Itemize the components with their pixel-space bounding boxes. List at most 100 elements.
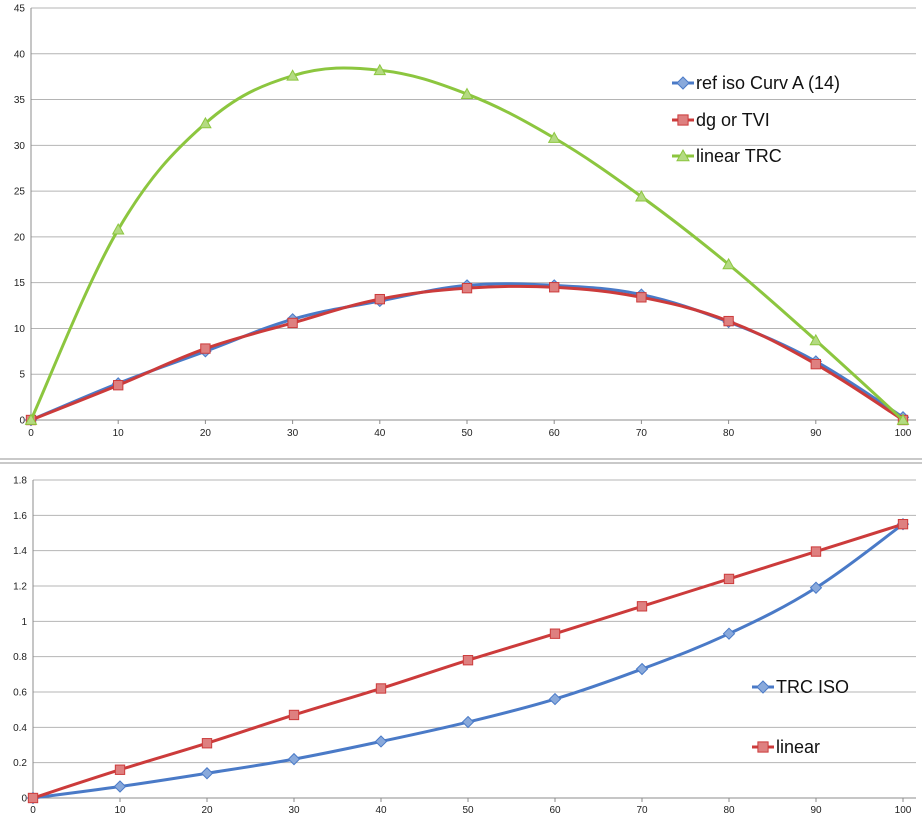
data-point: [373, 63, 387, 76]
y-tick-label: 1.8: [13, 476, 27, 487]
x-tick-label: 40: [374, 428, 386, 439]
x-tick-label: 30: [287, 428, 299, 439]
series-line-3: [29, 66, 905, 422]
y-tick-label: 25: [14, 187, 26, 198]
y-tick-label: 35: [14, 95, 26, 106]
y-tick-label: 5: [19, 370, 25, 381]
series-line-1: [29, 282, 905, 422]
data-point: [286, 69, 299, 81]
data-point: [809, 333, 823, 346]
legend-marker: [757, 741, 769, 753]
legend-label: linear: [776, 737, 820, 757]
x-tick-label: 0: [30, 805, 36, 816]
data-point: [549, 282, 560, 293]
y-tick-label: 1: [21, 617, 27, 628]
x-tick-label: 40: [375, 805, 387, 816]
x-tick-label: 80: [723, 805, 735, 816]
data-point: [897, 518, 909, 530]
legend-label: linear TRC: [696, 146, 782, 166]
legend-marker: [676, 148, 690, 162]
x-tick-label: 60: [549, 805, 561, 816]
legend-label: dg or TVI: [696, 110, 770, 130]
x-tick-label: 10: [113, 428, 125, 439]
data-point: [288, 709, 300, 721]
legend-marker: [756, 680, 770, 694]
data-point: [113, 780, 127, 793]
y-tick-label: 0.6: [13, 688, 27, 699]
y-tick-label: 1.4: [13, 546, 27, 557]
data-point: [636, 292, 647, 303]
legend-label: TRC ISO: [776, 677, 849, 697]
data-point: [722, 627, 736, 640]
data-point: [723, 573, 735, 585]
legend-marker: [676, 76, 690, 90]
data-point: [635, 190, 648, 202]
data-point: [287, 317, 298, 329]
series-markers-2: [27, 518, 909, 804]
data-point: [723, 315, 734, 327]
data-point: [548, 692, 562, 706]
data-point: [200, 343, 211, 354]
series-markers-1: [24, 279, 910, 427]
x-tick-label: 20: [201, 805, 213, 816]
data-point: [24, 413, 38, 425]
y-tick-label: 0.8: [13, 652, 27, 663]
x-tick-label: 30: [288, 805, 300, 816]
data-point: [896, 413, 910, 425]
y-tick-label: 0: [19, 416, 25, 427]
data-point: [27, 792, 39, 804]
x-tick-label: 90: [810, 428, 822, 439]
y-tick-label: 1.6: [13, 511, 27, 522]
x-tick-label: 100: [895, 428, 912, 439]
chart-panel-bottom: 0 0.2 0.4 0.6 0.8 1 1.2 1.4 1.6 1.8 0 10 20 30 40 50 60 7…: [0, 462, 922, 825]
y-tick-label: 0.4: [13, 723, 27, 734]
x-tick-label: 70: [636, 428, 648, 439]
data-point: [375, 683, 387, 694]
data-point: [199, 116, 212, 129]
x-tick-label: 70: [636, 805, 648, 816]
data-point: [722, 257, 735, 270]
data-point: [111, 223, 125, 235]
data-point: [635, 662, 649, 676]
chart-top: 0 5 10 15 20 25 30 35 40 45 0 10 20 30 40 50 60 70 80 90 100…: [14, 4, 916, 439]
data-point: [547, 131, 561, 143]
data-point: [113, 380, 124, 391]
data-point: [810, 358, 821, 370]
y-tick-label: 45: [14, 4, 26, 15]
x-tick-label: 50: [461, 428, 473, 439]
chart-panel-top: 0 5 10 15 20 25 30 35 40 45 0 10 20 30 40 50 60 70 80 90 100…: [0, 3, 922, 460]
data-point: [462, 655, 474, 666]
y-tick-label: 15: [14, 278, 26, 289]
x-tick-label: 20: [200, 428, 212, 439]
x-tick-label: 90: [810, 805, 822, 816]
data-point: [114, 764, 126, 775]
x-tick-label: 50: [462, 805, 474, 816]
legend-marker: [677, 114, 689, 126]
series-line-2: [29, 284, 905, 422]
y-tick-label: 0: [21, 794, 27, 805]
data-point: [636, 601, 648, 612]
legend-label: ref iso Curv A (14): [696, 73, 840, 93]
data-point: [809, 581, 823, 594]
y-tick-label: 10: [14, 324, 26, 335]
x-tick-label: 0: [28, 428, 34, 439]
x-tick-label: 80: [723, 428, 735, 439]
chart-bottom: 0 0.2 0.4 0.6 0.8 1 1.2 1.4 1.6 1.8 0 10 20 30 40 50 60 7…: [13, 476, 916, 816]
y-tick-label: 1.2: [13, 582, 27, 593]
data-point: [374, 293, 385, 305]
data-point: [549, 628, 561, 639]
series-markers-3: [24, 63, 910, 425]
data-point: [201, 738, 213, 749]
y-tick-label: 40: [14, 49, 26, 60]
data-point: [374, 735, 388, 748]
x-tick-label: 60: [549, 428, 561, 439]
data-point: [461, 715, 475, 729]
data-point: [461, 282, 473, 294]
data-point: [287, 752, 301, 766]
y-tick-label: 30: [14, 141, 26, 152]
x-tick-label: 10: [114, 805, 126, 816]
data-point: [460, 87, 474, 99]
x-tick-label: 100: [895, 805, 912, 816]
y-tick-label: 20: [14, 232, 26, 243]
data-point: [200, 767, 214, 780]
